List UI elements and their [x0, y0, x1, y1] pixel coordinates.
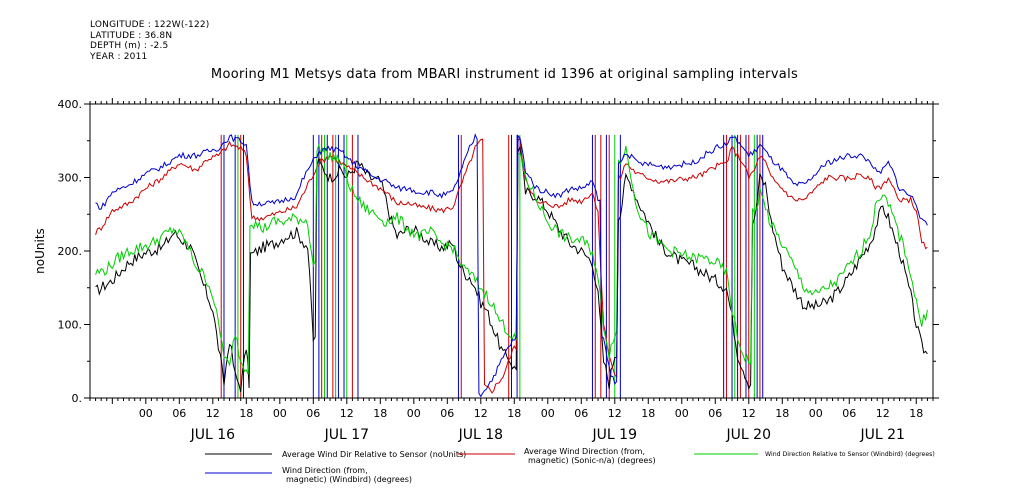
legend-label-blue-1: Wind Direction (from, [282, 466, 368, 475]
x-hour-label: 00 [675, 407, 689, 420]
legend-label-black: Average Wind Dir Relative to Sensor (noU… [282, 450, 466, 459]
x-hour-label: 00 [541, 407, 555, 420]
x-hour-label: 06 [440, 407, 454, 420]
series-line [95, 137, 928, 394]
x-hour-label: 12 [206, 407, 220, 420]
x-hour-label: 18 [909, 407, 923, 420]
y-tick-label: 200. [58, 245, 83, 258]
x-hour-label: 18 [775, 407, 789, 420]
legend: Average Wind Dir Relative to Sensor (noU… [205, 447, 935, 484]
year-text: YEAR : 2011 [90, 51, 148, 62]
x-hour-label: 06 [574, 407, 588, 420]
x-day-label: JUL 21 [860, 427, 905, 443]
x-hour-label: 12 [876, 407, 890, 420]
legend-label-red-2: magnetic) (Sonic-n/a) (degrees) [528, 456, 656, 465]
x-hour-label: 00 [273, 407, 287, 420]
x-hour-label: 00 [407, 407, 421, 420]
x-hour-label: 06 [306, 407, 320, 420]
legend-label-green: Wind Direction Relative to Sensor (Windb… [765, 451, 935, 458]
longitude-text: LONGITUDE : 122W(-122) [90, 20, 210, 30]
y-tick-label: 300. [58, 172, 83, 185]
x-day-label: JUL 16 [190, 427, 236, 443]
x-day-label: JUL 19 [592, 427, 637, 443]
chart-title: Mooring M1 Metsys data from MBARI instru… [210, 67, 799, 82]
x-hour-label: 06 [842, 407, 856, 420]
x-day-label: JUL 18 [458, 427, 503, 443]
y-tick-label: 100. [58, 319, 83, 332]
x-day-label: JUL 17 [324, 427, 369, 443]
x-hour-label: 00 [139, 407, 153, 420]
legend-label-blue-2: magnetic) (Windbird) (degrees) [286, 475, 412, 484]
x-hour-label: 12 [608, 407, 622, 420]
latitude-text: LATITUDE : 36.8N [90, 30, 173, 41]
x-hour-label: 12 [340, 407, 354, 420]
x-hour-label: 12 [474, 407, 488, 420]
x-hour-label: 00 [809, 407, 823, 420]
x-hour-label: 06 [708, 407, 722, 420]
x-hour-label: 18 [373, 407, 387, 420]
x-hour-label: 18 [239, 407, 253, 420]
x-hour-label: 18 [641, 407, 655, 420]
x-hour-label: 12 [742, 407, 756, 420]
x-hour-label: 06 [172, 407, 186, 420]
series-line [95, 145, 928, 393]
plot-lines [95, 133, 928, 398]
legend-label-red-1: Average Wind Direction (from, [524, 447, 645, 456]
metadata-block: LONGITUDE : 122W(-122) LATITUDE : 36.8N … [90, 20, 210, 62]
y-tick-label: 400. [58, 98, 83, 111]
y-axis-label: noUnits [33, 228, 47, 274]
x-day-label: JUL 20 [726, 427, 771, 443]
depth-text: DEPTH (m) : -2.5 [90, 41, 169, 51]
axes: 0. 100. 200. 300. 400. 00 06 12 18 00 06 12 18 00 06 12… [58, 98, 939, 443]
series-line [95, 133, 928, 398]
x-hour-label: 18 [507, 407, 521, 420]
series-line [95, 144, 928, 375]
y-tick-label: 0. [72, 392, 83, 405]
